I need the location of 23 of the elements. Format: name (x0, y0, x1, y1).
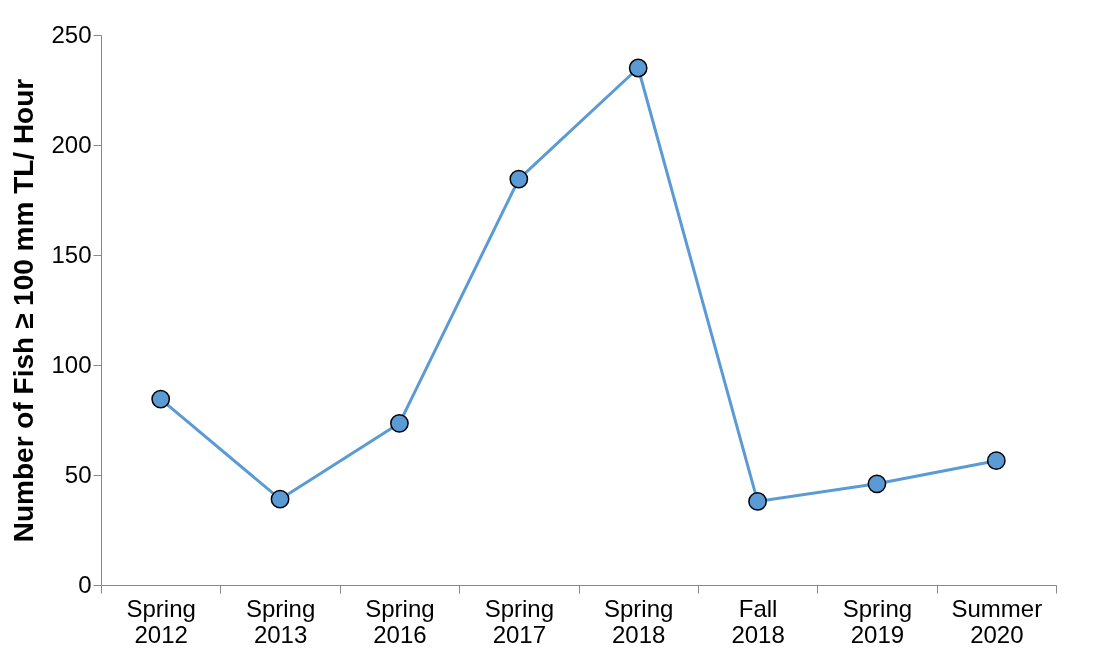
x-tick-label: Spring 2012 (126, 594, 196, 648)
x-tick-label: Spring 2018 (604, 594, 674, 648)
y-tick-label: 0 (78, 570, 92, 598)
y-tick-label: 200 (51, 130, 92, 158)
y-tick-label: 250 (51, 20, 92, 48)
point (151, 389, 171, 409)
point (390, 413, 409, 433)
x-tick-label: Spring 2017 (484, 594, 554, 648)
point (270, 489, 290, 509)
point (867, 474, 887, 494)
y-tick-label: 100 (51, 350, 92, 378)
x-tick-label: Spring 2013 (245, 594, 316, 648)
y-axis-title: Number of Fish ≥ 100 mm TL/ Hour (8, 78, 40, 543)
point (628, 58, 648, 78)
y-tick-label: 150 (51, 240, 92, 268)
point (986, 451, 1006, 471)
x-tick-label: Summer 2020 (951, 594, 1043, 648)
x-tick-label: Spring 2019 (842, 594, 913, 648)
point (509, 169, 529, 189)
y-tick-label: 50 (64, 460, 92, 488)
x-tick-label: Spring 2016 (365, 594, 435, 648)
x-tick-label: Fall 2018 (731, 594, 785, 648)
point (748, 492, 767, 511)
